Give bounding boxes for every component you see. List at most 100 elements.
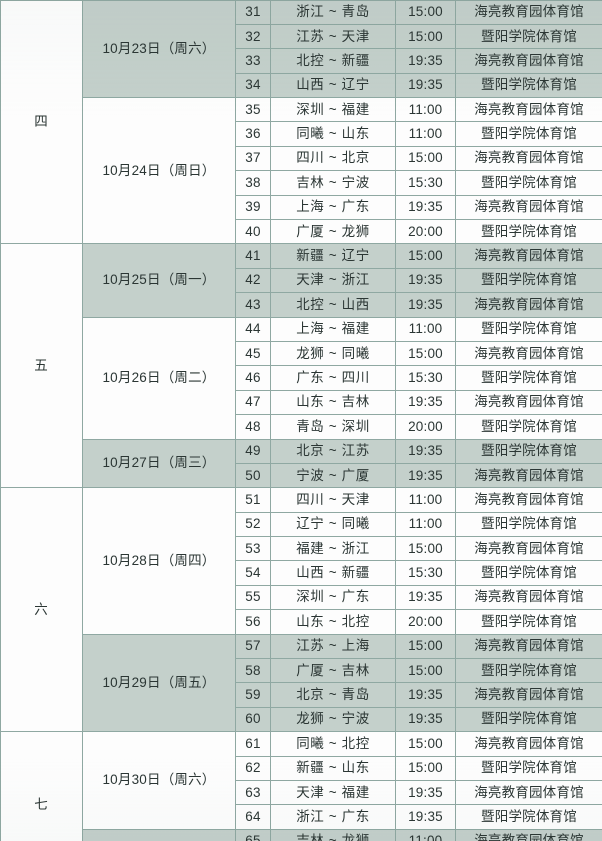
- match-number-cell: 50: [235, 462, 271, 489]
- venue-cell: 海亮教育园体育馆: [455, 779, 602, 806]
- venue-cell: 暨阳学院体育馆: [455, 219, 602, 245]
- table-row: 62 新疆 ~ 山东 15:00 暨阳学院体育馆: [1, 755, 602, 782]
- match-time-cell: 19:35: [395, 72, 456, 99]
- match-number-cell: 47: [235, 389, 271, 416]
- match-number-cell: 61: [235, 731, 271, 757]
- match-time-cell: 19:35: [395, 267, 456, 294]
- match-time-cell: 19:35: [395, 48, 456, 74]
- matchup-cell: 吉林 ~ 宁波: [270, 170, 396, 196]
- match-number-cell: 65: [235, 828, 271, 841]
- venue-cell: 暨阳学院体育馆: [455, 755, 602, 782]
- table-row: 60 龙狮 ~ 宁波 19:35 暨阳学院体育馆: [1, 706, 602, 733]
- match-time-cell: 15:00: [395, 23, 456, 50]
- venue-cell: 暨阳学院体育馆: [455, 121, 602, 147]
- match-number-cell: 42: [235, 267, 271, 294]
- table-row: 五 10月25日（周一） 41 新疆 ~ 辽宁 15:00 海亮教育园体育馆: [0, 243, 602, 489]
- matchup-cell: 龙狮 ~ 宁波: [270, 706, 396, 733]
- match-time-cell: 19:35: [395, 292, 456, 318]
- matchup-cell: 龙狮 ~ 同曦: [270, 340, 396, 367]
- match-number-cell: 37: [235, 145, 271, 172]
- match-number-cell: 58: [235, 658, 271, 684]
- venue-cell: 海亮教育园体育馆: [455, 389, 602, 416]
- match-number-cell: 46: [235, 365, 271, 391]
- venue-cell: 海亮教育园体育馆: [455, 243, 602, 269]
- match-number-cell: 36: [235, 121, 271, 147]
- venue-cell: 海亮教育园体育馆: [455, 48, 602, 74]
- matchup-cell: 青岛 ~ 深圳: [270, 414, 396, 440]
- match-time-cell: 15:00: [395, 243, 456, 269]
- week-label-cell: 七: [0, 731, 83, 841]
- match-number-cell: 55: [235, 584, 271, 611]
- match-number-cell: 44: [235, 316, 271, 342]
- table-row: 59 北京 ~ 青岛 19:35 海亮教育园体育馆: [1, 682, 602, 708]
- table-row: 36 同曦 ~ 山东 11:00 暨阳学院体育馆: [1, 121, 602, 147]
- table-row: 42 天津 ~ 浙江 19:35 暨阳学院体育馆: [1, 267, 602, 294]
- date-label-cell: 10月28日（周四）: [82, 487, 236, 635]
- matchup-cell: 江苏 ~ 上海: [270, 633, 396, 660]
- venue-cell: 暨阳学院体育馆: [455, 316, 602, 342]
- week-label-cell: 六: [0, 487, 83, 733]
- venue-cell: 暨阳学院体育馆: [455, 560, 602, 586]
- match-number-cell: 33: [235, 48, 271, 74]
- matchup-cell: 广厦 ~ 龙狮: [270, 219, 396, 245]
- venue-cell: 海亮教育园体育馆: [455, 0, 602, 25]
- table-row: 四 10月23日（周六） 31 浙江 ~ 青岛 15:00 海亮教育园体育馆: [0, 0, 602, 245]
- matchup-cell: 深圳 ~ 福建: [270, 97, 396, 123]
- match-number-cell: 43: [235, 292, 271, 318]
- table-row: 43 北控 ~ 山西 19:35 海亮教育园体育馆: [1, 292, 602, 318]
- table-row: 10月24日（周日） 35 深圳 ~ 福建 11:00 海亮教育园体育馆: [1, 97, 602, 245]
- match-number-cell: 60: [235, 706, 271, 733]
- match-number-cell: 53: [235, 536, 271, 562]
- venue-cell: 暨阳学院体育馆: [455, 658, 602, 684]
- matchup-cell: 天津 ~ 福建: [270, 779, 396, 806]
- match-time-cell: 11:00: [395, 511, 456, 538]
- matchup-cell: 深圳 ~ 广东: [270, 584, 396, 611]
- match-number-cell: 34: [235, 72, 271, 99]
- table-row: 32 江苏 ~ 天津 15:00 暨阳学院体育馆: [1, 23, 602, 50]
- match-number-cell: 31: [235, 0, 271, 25]
- match-time-cell: 15:00: [395, 340, 456, 367]
- match-number-cell: 54: [235, 560, 271, 586]
- match-time-cell: 15:00: [395, 633, 456, 660]
- table-row: 33 北控 ~ 新疆 19:35 海亮教育园体育馆: [1, 48, 602, 74]
- venue-cell: 暨阳学院体育馆: [455, 170, 602, 196]
- matchup-cell: 北控 ~ 山西: [270, 292, 396, 318]
- venue-cell: 暨阳学院体育馆: [455, 511, 602, 538]
- matchup-cell: 浙江 ~ 广东: [270, 804, 396, 830]
- matchup-cell: 天津 ~ 浙江: [270, 267, 396, 294]
- match-time-cell: 15:30: [395, 560, 456, 586]
- table-row: 47 山东 ~ 吉林 19:35 海亮教育园体育馆: [1, 389, 602, 416]
- match-number-cell: 40: [235, 219, 271, 245]
- table-row: 65 吉林 ~ 龙狮 11:00 海亮教育园体育馆: [1, 828, 602, 841]
- matchup-cell: 四川 ~ 天津: [270, 487, 396, 513]
- date-label-cell: 10月23日（周六）: [82, 0, 236, 99]
- week-label-cell: 四: [0, 0, 83, 245]
- matchup-cell: 四川 ~ 北京: [270, 145, 396, 172]
- match-number-cell: 32: [235, 23, 271, 50]
- matchup-cell: 山东 ~ 北控: [270, 609, 396, 635]
- venue-cell: 暨阳学院体育馆: [455, 72, 602, 99]
- matchup-cell: 山东 ~ 吉林: [270, 389, 396, 416]
- match-time-cell: 19:35: [395, 389, 456, 416]
- venue-cell: 海亮教育园体育馆: [455, 97, 602, 123]
- match-time-cell: 15:00: [395, 536, 456, 562]
- date-label-cell: 10月24日（周日）: [82, 97, 236, 245]
- venue-cell: 海亮教育园体育馆: [455, 633, 602, 660]
- match-number-cell: 48: [235, 414, 271, 440]
- week-label-cell: 五: [0, 243, 83, 489]
- match-time-cell: 15:30: [395, 365, 456, 391]
- venue-cell: 海亮教育园体育馆: [455, 340, 602, 367]
- table-row: 34 山西 ~ 辽宁 19:35 暨阳学院体育馆: [1, 72, 602, 99]
- venue-cell: 暨阳学院体育馆: [455, 438, 602, 464]
- match-number-cell: 45: [235, 340, 271, 367]
- match-time-cell: 20:00: [395, 414, 456, 440]
- matchup-cell: 山西 ~ 辽宁: [270, 72, 396, 99]
- match-number-cell: 56: [235, 609, 271, 635]
- venue-cell: 暨阳学院体育馆: [455, 609, 602, 635]
- table-row: 54 山西 ~ 新疆 15:30 暨阳学院体育馆: [1, 560, 602, 586]
- match-time-cell: 19:35: [395, 438, 456, 464]
- match-number-cell: 41: [235, 243, 271, 269]
- match-time-cell: 15:00: [395, 658, 456, 684]
- table-row: 10月27日（周三） 49 北京 ~ 江苏 19:35 暨阳学院体育馆: [1, 438, 602, 489]
